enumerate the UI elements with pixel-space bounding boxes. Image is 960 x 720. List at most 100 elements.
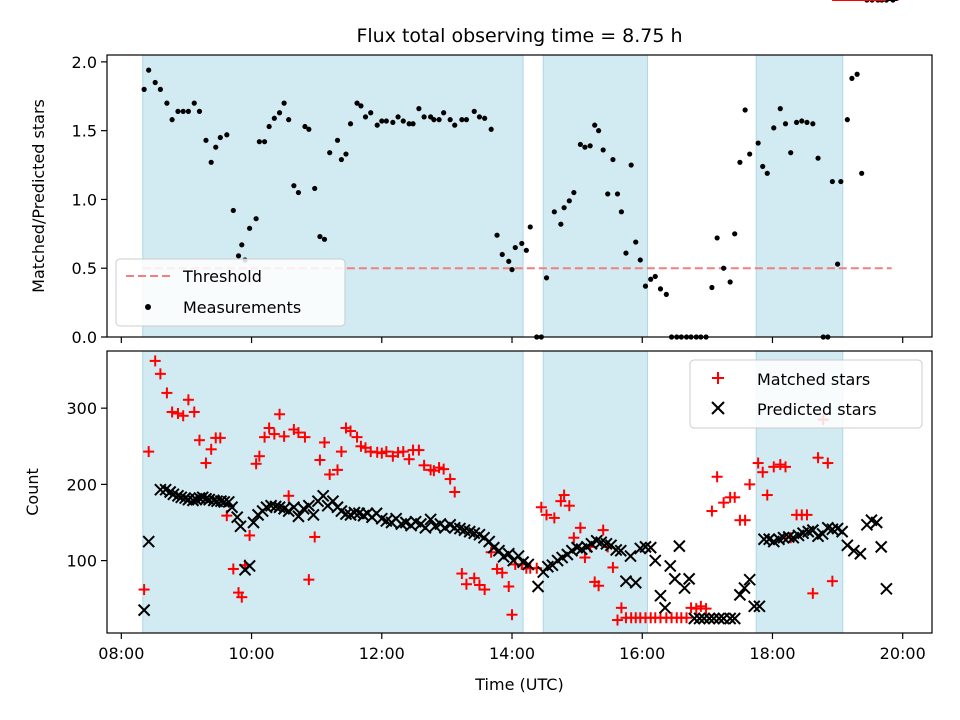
- predicted-star-point: [483, 535, 496, 548]
- predicted-star-point: [186, 494, 200, 507]
- predicted-star-point: [649, 554, 662, 567]
- matched-star-point: [250, 458, 262, 470]
- measurement-point: [281, 100, 287, 106]
- matched-star-point: [303, 574, 315, 586]
- predicted-star-point: [326, 494, 340, 508]
- measurement-point: [452, 122, 458, 128]
- predicted-star-point: [703, 612, 716, 625]
- measurement-point: [379, 118, 385, 124]
- measurement-point: [551, 209, 557, 215]
- matched-star-point: [574, 522, 586, 534]
- matched-star-point: [541, 509, 553, 521]
- matched-star-point: [485, 546, 497, 558]
- measurement-point: [764, 170, 770, 176]
- measurement-point: [217, 134, 223, 141]
- matched-star-point: [826, 575, 838, 587]
- matched-star-point: [227, 563, 239, 575]
- predicted-star-point: [348, 506, 361, 519]
- measurement-point: [600, 147, 606, 153]
- top-y-tick-label: 2.0: [72, 53, 97, 72]
- matched-star-point: [263, 422, 275, 434]
- observing-interval-2: [755, 54, 844, 338]
- matched-star-point: [278, 430, 290, 442]
- predicted-star-point: [673, 539, 686, 553]
- predicted-star-point: [225, 501, 239, 514]
- measurement-point: [648, 276, 654, 282]
- matched-star-point: [351, 431, 363, 443]
- matched-star-point: [739, 514, 751, 526]
- measurement-point: [441, 110, 447, 116]
- measurement-point: [804, 119, 810, 126]
- measurement-point: [400, 118, 406, 124]
- measurement-point: [334, 137, 341, 143]
- matched-star-point: [299, 431, 311, 443]
- matched-star-point: [506, 609, 518, 621]
- matched-star-point: [779, 461, 791, 473]
- measurement-point: [368, 110, 374, 116]
- matched-star-point: [182, 394, 194, 406]
- measurement-point: [618, 209, 625, 215]
- predicted-stars-points: [137, 0, 898, 625]
- matched-star-point: [615, 602, 627, 614]
- measurement-point: [482, 115, 488, 121]
- matched-star-point: [496, 567, 508, 579]
- matched-star-point: [563, 500, 575, 512]
- top-y-tick-label: 0.0: [72, 328, 97, 347]
- measurement-point: [175, 108, 181, 114]
- matched-star-point: [177, 410, 189, 422]
- predicted-star-point: [847, 544, 861, 557]
- measurement-point: [614, 191, 621, 197]
- measurement-point: [488, 126, 494, 132]
- matched-star-point: [236, 591, 248, 603]
- measurement-point: [777, 106, 783, 112]
- measurement-point: [799, 118, 805, 124]
- measurement-point: [362, 114, 369, 120]
- measurement-point: [788, 150, 794, 156]
- predicted-star-point: [697, 612, 711, 625]
- predicted-star-point: [217, 495, 231, 509]
- bottom-y-ticks: 100 200 300: [66, 399, 107, 571]
- predicted-star-point: [757, 533, 771, 546]
- measurement-point: [463, 117, 470, 123]
- measurement-point: [406, 121, 412, 127]
- measurement-point: [633, 239, 639, 245]
- matched-star-point: [700, 603, 712, 615]
- measurement-point: [755, 140, 761, 146]
- predicted-star-point: [424, 513, 437, 526]
- predicted-star-point: [142, 535, 155, 548]
- measurement-point: [721, 265, 727, 271]
- matched-star-point: [403, 453, 415, 465]
- predicted-star-point: [629, 576, 642, 589]
- measurement-point: [235, 253, 242, 259]
- measurement-point: [180, 108, 186, 114]
- measurement-point: [561, 205, 567, 211]
- top-y-tick-label: 1.0: [72, 190, 97, 209]
- matched-star-point: [729, 491, 741, 503]
- matched-star-point: [161, 387, 173, 399]
- measurement-point: [347, 121, 354, 127]
- matched-star-point: [822, 457, 834, 469]
- measurement-point: [247, 225, 253, 231]
- top-legend: Threshold Measurements: [115, 258, 346, 327]
- measurement-point: [859, 170, 865, 176]
- measurement-point: [169, 117, 175, 123]
- measurement-point: [605, 191, 611, 197]
- measurement-point: [436, 117, 442, 123]
- measurement-point: [459, 117, 465, 123]
- count-panel: 100 200 300 08:00 10:00 12:00 14:00 16:00 18:00…: [23, 0, 933, 694]
- measurement-point: [286, 117, 292, 123]
- matched-star-point: [706, 505, 718, 517]
- matched-star-point: [681, 612, 693, 624]
- x-tick-label: 08:00: [98, 644, 144, 663]
- matched-star-point: [593, 580, 605, 592]
- legend-matched-label: Matched stars: [757, 370, 870, 389]
- measurement-point: [854, 71, 860, 77]
- measurement-point: [374, 122, 380, 128]
- predicted-star-point: [614, 544, 627, 557]
- measurement-point: [844, 117, 850, 123]
- measurement-point: [410, 121, 416, 127]
- measurement-point: [709, 284, 715, 291]
- x-tick-label: 18:00: [749, 644, 795, 663]
- measurement-point: [302, 123, 308, 130]
- matched-star-point: [318, 436, 330, 448]
